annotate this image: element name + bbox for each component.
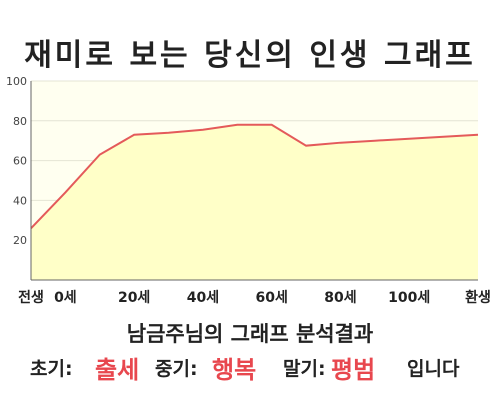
late-value: 평범 [331,356,376,384]
y-tick-label: 40 [13,194,27,207]
middle-label: 중기: [155,358,198,380]
x-tick-label: 전생 [18,289,44,306]
early-value: 출세 [95,356,140,384]
y-tick-label: 80 [13,115,27,128]
page-title: 재미로 보는 당신의 인생 그래프 [24,38,476,73]
area-fill [31,124,478,280]
middle-value: 행복 [212,356,257,384]
x-tick-label: 0세 [54,290,77,306]
series-line [30,123,479,229]
analysis-heading: 남금주님의 그래프 분석결과 [126,322,374,346]
y-tick-label: 100 [6,75,27,88]
x-tick-label: 환생 [465,289,491,306]
ending-text: 입니다 [407,358,460,380]
x-tick-label: 20세 [118,290,150,306]
x-tick-label: 100세 [388,290,430,306]
early-label: 초기: [30,358,73,380]
x-tick-label: 40세 [187,290,219,306]
late-label: 말기: [283,358,326,380]
y-tick-label: 60 [13,155,27,168]
analysis-result: 초기: 출세 중기: 행복 말기: 평범 입니다 [0,350,500,384]
y-tick-label: 20 [13,234,27,247]
x-tick-label: 60세 [256,290,288,306]
x-tick-label: 80세 [324,290,356,306]
